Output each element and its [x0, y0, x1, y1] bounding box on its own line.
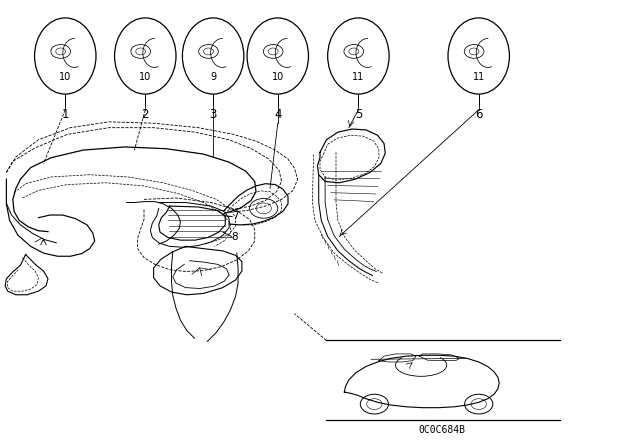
- Text: 2: 2: [141, 108, 149, 121]
- Text: 11: 11: [352, 72, 365, 82]
- Text: 8: 8: [232, 232, 238, 241]
- Text: 10: 10: [59, 72, 72, 82]
- Text: 7: 7: [232, 211, 238, 221]
- Ellipse shape: [328, 18, 389, 94]
- Ellipse shape: [182, 18, 244, 94]
- Text: 4: 4: [274, 108, 282, 121]
- Text: 10: 10: [271, 72, 284, 82]
- Text: 6: 6: [475, 108, 483, 121]
- Ellipse shape: [247, 18, 308, 94]
- Text: 1: 1: [61, 108, 69, 121]
- Text: 10: 10: [139, 72, 152, 82]
- Text: 11: 11: [472, 72, 485, 82]
- Ellipse shape: [115, 18, 176, 94]
- Text: 5: 5: [355, 108, 362, 121]
- Text: 9: 9: [210, 72, 216, 82]
- Text: 0C0C684B: 0C0C684B: [418, 425, 465, 435]
- Ellipse shape: [35, 18, 96, 94]
- Ellipse shape: [448, 18, 509, 94]
- Text: 3: 3: [209, 108, 217, 121]
